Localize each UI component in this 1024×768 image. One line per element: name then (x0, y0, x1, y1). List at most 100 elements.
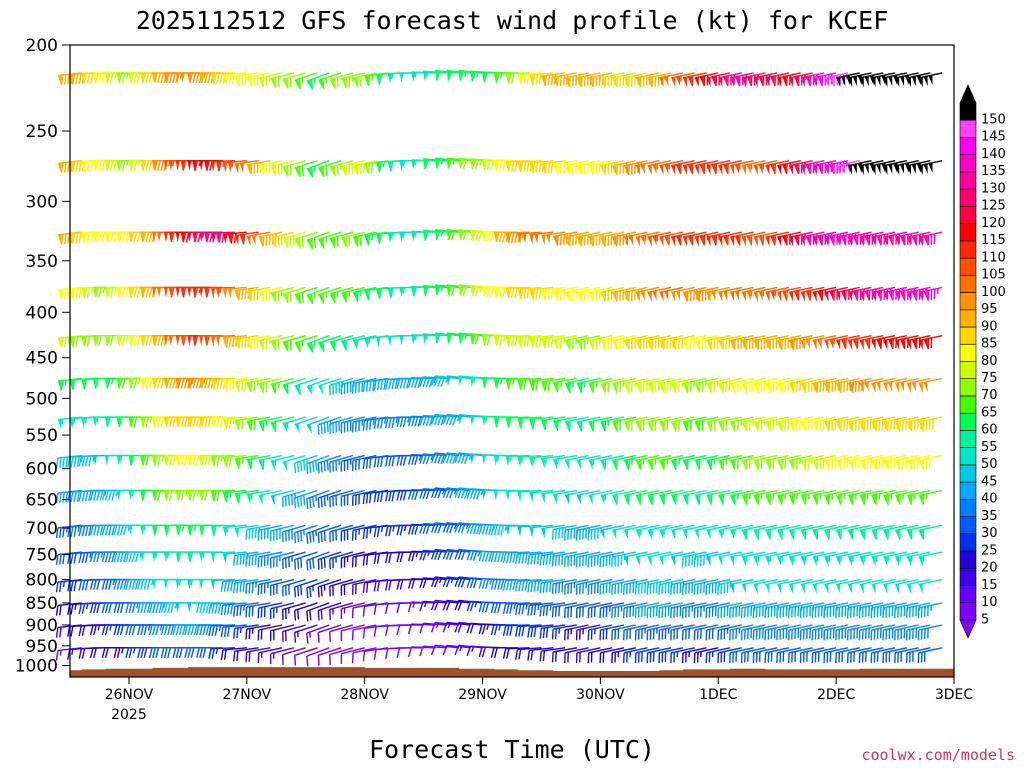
wind-barb (553, 231, 577, 246)
colorbar-swatch (959, 430, 977, 448)
wind-barb (706, 551, 731, 567)
wind-barb (318, 377, 342, 395)
wind-barb (859, 377, 884, 393)
y-tick-label: 700 (26, 519, 58, 539)
wind-barb (517, 286, 542, 300)
wind-barb (718, 416, 742, 432)
wind-barb (234, 489, 259, 504)
wind-barb (442, 548, 471, 561)
wind-barb (788, 72, 813, 88)
wind-barb (234, 524, 259, 539)
wind-barb (777, 231, 801, 247)
wind-barb (575, 624, 601, 641)
wind-barb (623, 72, 648, 88)
wind-barb (551, 524, 577, 540)
wind-barb (765, 335, 790, 350)
wind-barb (210, 377, 236, 390)
wind-barb (564, 72, 589, 88)
wind-barb (635, 377, 660, 393)
y-axis: 200 250 300 350 400 450 500 550 600 650 700 750 800 8… (15, 36, 70, 677)
wind-barb (800, 416, 825, 432)
x-tick-label: 2DEC (817, 687, 856, 703)
wind-barb (694, 231, 719, 247)
colorbar-label: 115 (981, 233, 1006, 248)
wind-barb (576, 286, 601, 302)
wind-barb (871, 551, 896, 567)
wind-barb (294, 72, 318, 90)
wind-barb (730, 578, 754, 594)
wind-barb (351, 624, 377, 641)
wind-barb (419, 549, 448, 561)
wind-barb (329, 551, 354, 570)
wind-barb (788, 160, 813, 176)
wind-barb (753, 416, 778, 432)
wind-barb (895, 524, 919, 540)
wind-barb (647, 489, 672, 505)
wind-barb (600, 335, 625, 350)
wind-barb (208, 602, 236, 615)
wind-barb (917, 602, 943, 619)
wind-barb (282, 72, 306, 89)
credit-link[interactable]: coolwx.com/models (861, 746, 1015, 764)
wind-barb (246, 454, 271, 470)
wind-barb (777, 416, 801, 432)
wind-barb (611, 624, 636, 641)
wind-barb (210, 335, 236, 347)
wind-barb (258, 160, 283, 176)
wind-barb (871, 72, 896, 88)
wind-barb (647, 72, 672, 88)
wind-barb (811, 647, 837, 664)
wind-barb (670, 647, 695, 664)
wind-barb (824, 551, 849, 567)
wind-barb (694, 72, 719, 88)
wind-barb (635, 454, 660, 470)
wind-barb (517, 416, 542, 429)
wind-barb (847, 286, 872, 302)
wind-barb (682, 454, 707, 470)
wind-barb (352, 335, 377, 350)
wind-barb (270, 335, 295, 351)
wind-barb (647, 416, 672, 432)
wind-barb (871, 286, 896, 302)
wind-barb (529, 335, 554, 348)
wind-barb (730, 160, 754, 176)
colorbar-swatch (959, 481, 977, 500)
wind-barb (659, 454, 684, 470)
wind-barb (233, 602, 259, 617)
wind-barb (329, 286, 354, 304)
wind-barb (352, 160, 377, 176)
wind-barb (318, 286, 342, 304)
colorbar-swatch (959, 550, 977, 569)
wind-barb (246, 335, 271, 350)
wind-barb (612, 160, 636, 176)
wind-barb (800, 454, 825, 470)
wind-barb (847, 524, 872, 540)
x-tick-label: 1DEC (699, 687, 738, 703)
wind-barb (918, 416, 943, 432)
colorbar-swatch (959, 447, 977, 466)
wind-barb (906, 551, 931, 567)
wind-barb (541, 231, 566, 246)
wind-barb (764, 624, 790, 641)
wind-barb (257, 578, 283, 595)
colorbar-label: 95 (981, 302, 998, 317)
plot-area (70, 45, 954, 677)
colorbar: 5 10 15 20 25 30 35 40 45 50 55 60 65 70 75 80 85 90 95 100… (959, 84, 1006, 639)
wind-barb (753, 72, 778, 88)
wind-barb (329, 602, 354, 620)
wind-barb (306, 489, 330, 509)
wind-barb (753, 231, 778, 247)
wind-barb (351, 454, 377, 471)
wind-barb (918, 160, 943, 176)
y-tick-label: 450 (26, 349, 58, 369)
wind-barb (340, 454, 365, 472)
wind-barb (634, 602, 660, 619)
wind-barb (729, 647, 754, 664)
wind-barb (93, 231, 118, 243)
wind-barb (517, 377, 542, 391)
wind-barb (576, 454, 601, 470)
wind-barb (430, 413, 460, 426)
wind-barb (210, 231, 236, 243)
wind-barb (671, 72, 695, 88)
wind-barb (777, 489, 801, 505)
